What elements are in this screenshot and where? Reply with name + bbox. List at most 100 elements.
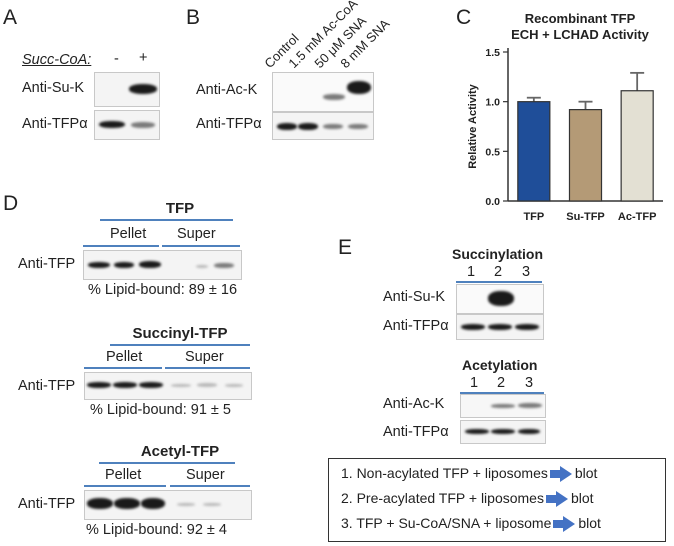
band [323, 124, 343, 129]
band [491, 404, 515, 408]
band [518, 403, 542, 408]
legend-line-2: 2. Pre-acylated TFP + liposomes blot [341, 490, 594, 508]
band [113, 382, 137, 388]
super-label: Super [177, 226, 216, 242]
panel-b-letter: B [186, 6, 201, 29]
anti-tfpa-label-a: Anti-TFPα [22, 116, 88, 132]
band [225, 384, 243, 387]
pellet-label: Pellet [110, 226, 147, 242]
pellet-underline [83, 245, 159, 247]
title-underline [100, 219, 233, 221]
legend-line-1-blot: blot [574, 465, 598, 481]
band [461, 324, 485, 330]
succinylation-title: Succinylation [452, 246, 544, 262]
band [214, 263, 234, 268]
y-axis-label: Relative Activity [467, 83, 479, 168]
band [348, 124, 368, 129]
arrow-icon [551, 515, 578, 533]
panel-a-letter: A [3, 6, 18, 29]
chart-title-line2: ECH + LCHAD Activity [511, 27, 649, 42]
anti-su-k-label-e: Anti-Su-K [383, 289, 446, 305]
succ-coa-label: Succ-CoA: [22, 52, 92, 68]
legend-line-3: 3. TFP + Su-CoA/SNA + liposome blot [341, 515, 601, 533]
blot-e-ac-k [460, 394, 546, 418]
lane-number: 3 [525, 375, 534, 391]
band [347, 81, 371, 94]
legend-line-2-blot: blot [570, 490, 594, 506]
x-tick-label: Su-TFP [566, 211, 605, 223]
band [518, 429, 540, 434]
super-underline [165, 367, 250, 369]
legend-box: 1. Non-acylated TFP + liposomes blot 2. P… [328, 458, 666, 542]
blot-a-tfpa [94, 110, 160, 140]
anti-ac-k-label-e: Anti-Ac-K [383, 396, 445, 412]
band [87, 498, 113, 509]
anti-tfpa-label-e2: Anti-TFPα [383, 424, 449, 440]
panel-c-letter: C [456, 6, 472, 29]
lane-number: 1 [470, 375, 479, 391]
band [87, 382, 111, 388]
y-tick-label: 0.5 [485, 146, 500, 158]
chart-title-line1: Recombinant TFP [524, 11, 636, 26]
legend-line-3-text: 3. TFP + Su-CoA/SNA + liposome [341, 515, 552, 531]
acetylation-title: Acetylation [462, 357, 538, 373]
anti-ac-k-label: Anti-Ac-K [196, 82, 258, 98]
band [197, 383, 217, 387]
legend-line-1: 1. Non-acylated TFP + liposomes blot [341, 465, 598, 483]
panel-d-letter: D [3, 192, 19, 215]
super-underline [170, 485, 250, 487]
band [491, 429, 515, 434]
legend-line-2-text: 2. Pre-acylated TFP + liposomes [341, 490, 544, 506]
band [177, 503, 195, 506]
lipid-bound-pct: % Lipid-bound: 91 ± 5 [90, 402, 231, 418]
blot-e-su-k [456, 284, 544, 314]
x-tick-label: TFP [523, 211, 544, 223]
band [139, 382, 163, 388]
blot-b-tfpa [272, 112, 374, 140]
activity-bar-chart: Relative Activity 0.0 0.5 1.0 1.5 TFP Su-TFP Ac… [467, 47, 663, 223]
band [298, 123, 318, 130]
band [114, 262, 134, 268]
band [515, 324, 539, 330]
lipid-bound-pct: % Lipid-bound: 92 ± 4 [86, 522, 227, 538]
lane-number: 1 [467, 264, 476, 280]
y-tick-label: 0.0 [485, 196, 500, 208]
band [203, 503, 221, 506]
blot-d2 [84, 372, 252, 400]
anti-tfpa-label-e1: Anti-TFPα [383, 318, 449, 334]
acetyl-tfp-block-title: Acetyl-TFP [140, 443, 220, 460]
pellet-label: Pellet [105, 467, 142, 483]
y-tick-label: 1.5 [485, 47, 500, 59]
super-label: Super [186, 467, 225, 483]
band [465, 429, 489, 434]
title-underline [99, 462, 235, 464]
band [129, 84, 157, 94]
anti-tfp-label: Anti-TFP [18, 256, 76, 272]
legend-line-1-text: 1. Non-acylated TFP + liposomes [341, 465, 548, 481]
title-underline [110, 344, 250, 346]
anti-su-k-label: Anti-Su-K [22, 80, 85, 96]
arrow-icon [544, 490, 571, 508]
blot-a-su-k [94, 72, 160, 107]
minus-label: - [114, 51, 119, 67]
anti-tfp-label: Anti-TFP [18, 496, 76, 512]
succinyl-tfp-block-title: Succinyl-TFP [132, 325, 228, 342]
x-tick-label: Ac-TFP [618, 211, 657, 223]
blot-e-tfpa-2 [460, 420, 546, 444]
band [99, 121, 125, 128]
panel-e-letter: E [338, 236, 353, 259]
pellet-underline [84, 485, 166, 487]
band [323, 94, 345, 100]
tfp-block-title: TFP [165, 200, 195, 217]
anti-tfpa-label-b: Anti-TFPα [196, 116, 262, 132]
pellet-label: Pellet [106, 349, 143, 365]
band [488, 291, 514, 306]
band [141, 498, 165, 509]
band [88, 262, 110, 268]
bar-ac-tfp [620, 90, 654, 202]
legend-line-3-blot: blot [578, 515, 601, 531]
band [171, 384, 191, 387]
super-label: Super [185, 349, 224, 365]
pellet-underline [84, 367, 162, 369]
band [139, 261, 161, 268]
